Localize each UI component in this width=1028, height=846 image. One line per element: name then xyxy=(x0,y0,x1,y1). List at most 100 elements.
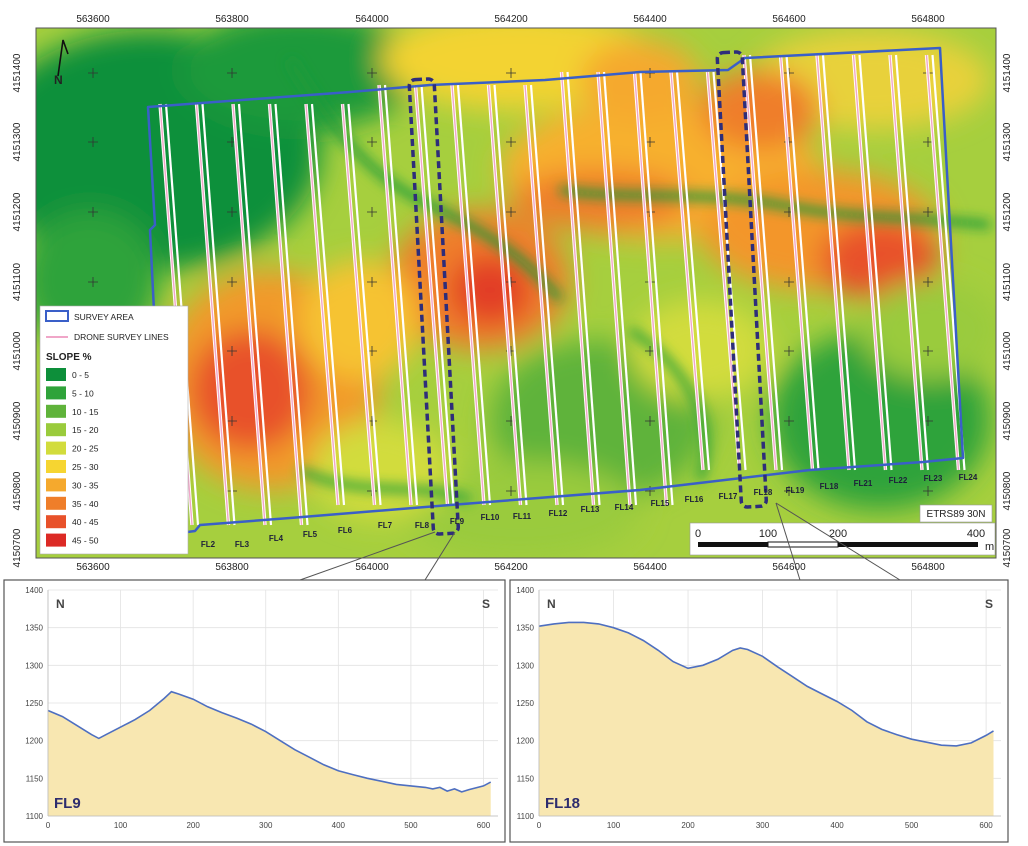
y-tick-label: 1350 xyxy=(25,624,43,633)
y-tick-label: 1150 xyxy=(26,774,44,783)
x-tick-top: 564600 xyxy=(772,14,806,25)
survey-line-pair xyxy=(596,71,638,506)
survey-line-pair xyxy=(194,103,236,526)
profile-connectors xyxy=(299,502,901,581)
slope-class-swatch xyxy=(46,460,66,473)
slope-class-label: 20 - 25 xyxy=(72,444,99,454)
north-label: N xyxy=(54,73,63,87)
elevation-line xyxy=(47,690,492,793)
x-tick-label: 400 xyxy=(830,821,844,830)
flight-line-label: FL12 xyxy=(549,509,568,518)
flight-line-label: FL23 xyxy=(924,474,943,483)
flight-line-label: FL22 xyxy=(889,476,908,485)
x-tick-top: 564400 xyxy=(633,14,667,25)
x-tick-label: 600 xyxy=(477,821,491,830)
x-tick-label: 100 xyxy=(114,821,128,830)
x-tick-top: 564200 xyxy=(494,14,528,25)
grid-cross xyxy=(784,486,794,496)
y-tick-label: 1300 xyxy=(516,661,534,670)
north-arrow: N xyxy=(54,39,69,87)
grid-cross xyxy=(367,68,377,78)
survey-line-pair xyxy=(851,54,893,471)
slope-classes: 0 - 5 5 - 10 10 - 15 15 - 20 20 - 25 25 - 30 3… xyxy=(46,368,99,547)
survey-line-pair xyxy=(778,54,820,471)
flight-line-label: FL24 xyxy=(959,473,978,482)
y-tick-right: 4151200 xyxy=(1002,192,1013,231)
survey-line-pair xyxy=(267,103,309,526)
grid-cross xyxy=(88,137,98,147)
grid-cross xyxy=(506,68,516,78)
flight-line-label: FL18 xyxy=(820,482,839,491)
grid-cross xyxy=(923,137,933,147)
grid-cross xyxy=(227,346,237,356)
survey-line-pair xyxy=(742,54,784,471)
x-tick-top: 563600 xyxy=(76,14,110,25)
y-tick-left: 4151000 xyxy=(12,331,23,370)
y-tick-right: 4151300 xyxy=(1002,122,1013,161)
profile-north-label: N xyxy=(547,597,556,611)
survey-line-pair xyxy=(888,54,930,471)
grid-cross xyxy=(784,277,794,287)
slope-class-swatch xyxy=(46,496,66,510)
slope-class-swatch xyxy=(46,533,66,547)
grid-cross xyxy=(227,207,237,217)
y-tick-left: 4151200 xyxy=(12,192,23,231)
y-tick-label: 1350 xyxy=(516,624,534,633)
profile-south-label: S xyxy=(985,597,993,611)
grid-cross xyxy=(227,277,237,287)
flight-line-label: FL9 xyxy=(450,517,465,526)
y-tick-label: 1100 xyxy=(26,812,44,821)
grid-cross xyxy=(506,277,516,287)
grid-cross xyxy=(923,277,933,287)
slope-class-swatch xyxy=(46,368,66,381)
x-tick-bottom: 564200 xyxy=(494,562,528,573)
x-ticks-top: 563600 563800 564000 564200 564400 564600 5648… xyxy=(76,14,945,25)
grid-cross xyxy=(88,277,98,287)
y-tick-label: 1250 xyxy=(25,699,43,708)
y-tick-label: 1100 xyxy=(517,812,535,821)
survey-area-swatch xyxy=(45,310,69,322)
profile-north-label: N xyxy=(56,597,65,611)
profile-name-label: FL9 xyxy=(54,795,81,812)
x-tick-top: 563800 xyxy=(215,14,249,25)
flight-line-labels: FL2 FL3 FL4 FL5 FL6 FL7 FL8 FL9 FL10 FL11 FL12 FL13… xyxy=(201,473,978,549)
slope-class-swatch xyxy=(46,515,66,529)
x-tick-label: 100 xyxy=(607,821,621,830)
flight-line-label: FL17 xyxy=(719,492,738,501)
slope-class-label: 0 - 5 xyxy=(72,370,89,380)
flight-line-label: FL15 xyxy=(651,499,670,508)
flight-line-label: FL16 xyxy=(685,495,704,504)
x-tick-bottom: 563800 xyxy=(215,562,249,573)
scale-label-100: 100 xyxy=(759,528,777,540)
slope-class-label: 5 - 10 xyxy=(72,388,94,398)
x-tick-label: 400 xyxy=(332,821,346,830)
map-legend: SURVEY AREA DRONE SURVEY LINES SLOPE % 0… xyxy=(39,305,189,555)
scale-bar: 0 100 200 400 m xyxy=(689,522,996,556)
y-tick-right: 4150900 xyxy=(1002,401,1013,440)
y-tick-label: 1300 xyxy=(25,661,43,670)
survey-line-pair xyxy=(340,103,382,506)
y-tick-left: 4151300 xyxy=(12,122,23,161)
slope-class-label: 30 - 35 xyxy=(72,480,99,490)
x-tick-label: 200 xyxy=(681,821,695,830)
scale-label-0: 0 xyxy=(695,528,701,540)
x-tick-bottom: 563600 xyxy=(76,562,110,573)
survey-line-pair xyxy=(304,103,346,506)
grid-cross xyxy=(88,68,98,78)
grid-cross xyxy=(784,416,794,426)
grid-cross xyxy=(88,207,98,217)
grid-cross xyxy=(645,416,655,426)
profile-name-label: FL18 xyxy=(545,795,580,812)
flight-line-label: FL6 xyxy=(338,526,353,535)
elevation-area xyxy=(539,622,994,816)
y-tick-label: 1150 xyxy=(517,774,535,783)
y-tick-label: 1400 xyxy=(516,586,534,595)
flight-line-label: FL3 xyxy=(235,540,250,549)
y-tick-label: 1200 xyxy=(25,737,43,746)
grid-cross xyxy=(367,207,377,217)
x-tick-label: 500 xyxy=(404,821,418,830)
grid-cross xyxy=(227,416,237,426)
scale-unit: m xyxy=(985,541,994,553)
north-arrow-icon xyxy=(57,39,69,77)
